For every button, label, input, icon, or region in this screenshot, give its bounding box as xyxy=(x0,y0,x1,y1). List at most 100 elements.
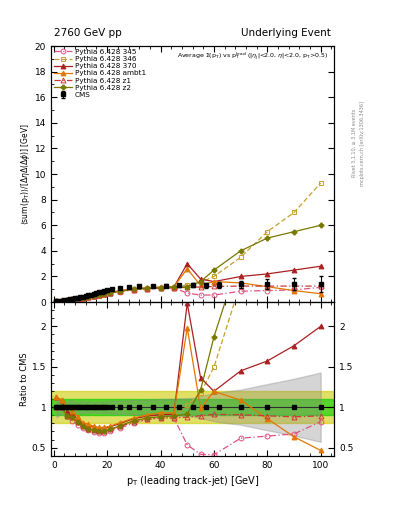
Pythia 6.428 346 xyxy=(59,297,64,304)
Pythia 6.428 z1 xyxy=(198,284,203,290)
Pythia 6.428 z2 xyxy=(86,294,91,300)
Pythia 6.428 370 xyxy=(54,298,59,304)
Pythia 6.428 ambt1 xyxy=(292,287,296,293)
Pythia 6.428 345 xyxy=(75,296,80,302)
Pythia 6.428 z1 xyxy=(185,284,189,290)
Pythia 6.428 370 xyxy=(132,286,136,292)
Line: Pythia 6.428 z1: Pythia 6.428 z1 xyxy=(54,284,323,304)
Pythia 6.428 370 xyxy=(65,297,70,303)
Pythia 6.428 370 xyxy=(118,288,123,294)
Pythia 6.428 346 xyxy=(211,273,216,280)
Pythia 6.428 z1 xyxy=(318,283,323,289)
Pythia 6.428 345 xyxy=(238,288,243,294)
Pythia 6.428 ambt1 xyxy=(54,298,59,304)
Pythia 6.428 ambt1 xyxy=(92,293,96,299)
Pythia 6.428 z1 xyxy=(292,283,296,289)
Pythia 6.428 z1 xyxy=(118,288,123,294)
Pythia 6.428 z2 xyxy=(185,284,189,290)
Pythia 6.428 345 xyxy=(318,284,323,290)
Pythia 6.428 346 xyxy=(238,254,243,260)
Pythia 6.428 z1 xyxy=(211,284,216,290)
Pythia 6.428 z2 xyxy=(65,297,70,303)
Pythia 6.428 ambt1 xyxy=(97,292,101,298)
Pythia 6.428 ambt1 xyxy=(65,296,70,303)
Pythia 6.428 z1 xyxy=(132,286,136,292)
Pythia 6.428 ambt1 xyxy=(81,294,86,301)
Pythia 6.428 370 xyxy=(97,292,101,298)
Pythia 6.428 ambt1 xyxy=(158,284,163,290)
Pythia 6.428 z2 xyxy=(97,292,101,298)
Pythia 6.428 z2 xyxy=(238,248,243,254)
Pythia 6.428 z2 xyxy=(158,285,163,291)
Pythia 6.428 z1 xyxy=(70,296,75,303)
Text: Underlying Event: Underlying Event xyxy=(241,28,331,38)
Text: mcplots.cern.ch [arXiv:1306.3436]: mcplots.cern.ch [arXiv:1306.3436] xyxy=(360,101,365,186)
Pythia 6.428 370 xyxy=(185,261,189,267)
Text: 2760 GeV pp: 2760 GeV pp xyxy=(54,28,122,38)
Pythia 6.428 370 xyxy=(81,295,86,301)
Pythia 6.428 z2 xyxy=(265,235,270,241)
Pythia 6.428 345 xyxy=(102,291,107,297)
Pythia 6.428 346 xyxy=(65,297,70,303)
Pythia 6.428 345 xyxy=(185,290,189,296)
Pythia 6.428 345 xyxy=(171,285,176,291)
Bar xyxy=(51,399,334,415)
Pythia 6.428 ambt1 xyxy=(118,288,123,294)
Pythia 6.428 346 xyxy=(158,285,163,291)
Pythia 6.428 z2 xyxy=(145,285,150,291)
Pythia 6.428 370 xyxy=(107,289,112,295)
Pythia 6.428 ambt1 xyxy=(238,280,243,286)
X-axis label: p$_\mathrm{T}$ (leading track-jet) [GeV]: p$_\mathrm{T}$ (leading track-jet) [GeV] xyxy=(126,474,259,488)
Pythia 6.428 ambt1 xyxy=(86,294,91,300)
Pythia 6.428 370 xyxy=(102,291,107,297)
Line: Pythia 6.428 370: Pythia 6.428 370 xyxy=(54,261,323,303)
Pythia 6.428 345 xyxy=(59,297,64,304)
Pythia 6.428 345 xyxy=(81,295,86,301)
Pythia 6.428 z1 xyxy=(107,290,112,296)
Pythia 6.428 z1 xyxy=(265,283,270,289)
Pythia 6.428 346 xyxy=(171,284,176,290)
Pythia 6.428 z2 xyxy=(171,284,176,290)
Pythia 6.428 370 xyxy=(198,276,203,282)
Pythia 6.428 ambt1 xyxy=(59,297,64,304)
Pythia 6.428 370 xyxy=(238,273,243,280)
Pythia 6.428 345 xyxy=(65,297,70,303)
Pythia 6.428 ambt1 xyxy=(198,283,203,289)
Pythia 6.428 345 xyxy=(158,285,163,291)
Line: Pythia 6.428 z2: Pythia 6.428 z2 xyxy=(54,223,323,304)
Pythia 6.428 370 xyxy=(318,263,323,269)
Pythia 6.428 ambt1 xyxy=(107,289,112,295)
Pythia 6.428 370 xyxy=(171,284,176,290)
Pythia 6.428 345 xyxy=(211,292,216,298)
Pythia 6.428 345 xyxy=(132,287,136,293)
Pythia 6.428 346 xyxy=(132,286,136,292)
Text: Rivet 3.1.10, ≥ 3.1M events: Rivet 3.1.10, ≥ 3.1M events xyxy=(352,109,357,178)
Pythia 6.428 z2 xyxy=(132,286,136,292)
Pythia 6.428 ambt1 xyxy=(185,266,189,272)
Pythia 6.428 ambt1 xyxy=(265,284,270,290)
Pythia 6.428 370 xyxy=(75,295,80,302)
Pythia 6.428 346 xyxy=(86,294,91,300)
Pythia 6.428 346 xyxy=(70,296,75,303)
Pythia 6.428 z1 xyxy=(75,295,80,302)
Pythia 6.428 346 xyxy=(118,288,123,294)
Pythia 6.428 346 xyxy=(97,292,101,298)
Pythia 6.428 z2 xyxy=(118,288,123,294)
Pythia 6.428 z1 xyxy=(238,283,243,289)
Pythia 6.428 z1 xyxy=(65,297,70,303)
Pythia 6.428 345 xyxy=(198,292,203,298)
Pythia 6.428 z2 xyxy=(75,295,80,302)
Pythia 6.428 ambt1 xyxy=(102,290,107,296)
Pythia 6.428 370 xyxy=(145,285,150,291)
Pythia 6.428 345 xyxy=(145,286,150,292)
Pythia 6.428 z2 xyxy=(292,228,296,234)
Pythia 6.428 z1 xyxy=(171,285,176,291)
Legend: Pythia 6.428 345, Pythia 6.428 346, Pythia 6.428 370, Pythia 6.428 ambt1, Pythia: Pythia 6.428 345, Pythia 6.428 346, Pyth… xyxy=(53,48,147,99)
Pythia 6.428 z1 xyxy=(54,298,59,304)
Pythia 6.428 z2 xyxy=(92,293,96,299)
Pythia 6.428 346 xyxy=(292,209,296,216)
Pythia 6.428 z1 xyxy=(59,297,64,304)
Pythia 6.428 370 xyxy=(292,267,296,273)
Pythia 6.428 ambt1 xyxy=(211,279,216,285)
Pythia 6.428 ambt1 xyxy=(75,295,80,302)
